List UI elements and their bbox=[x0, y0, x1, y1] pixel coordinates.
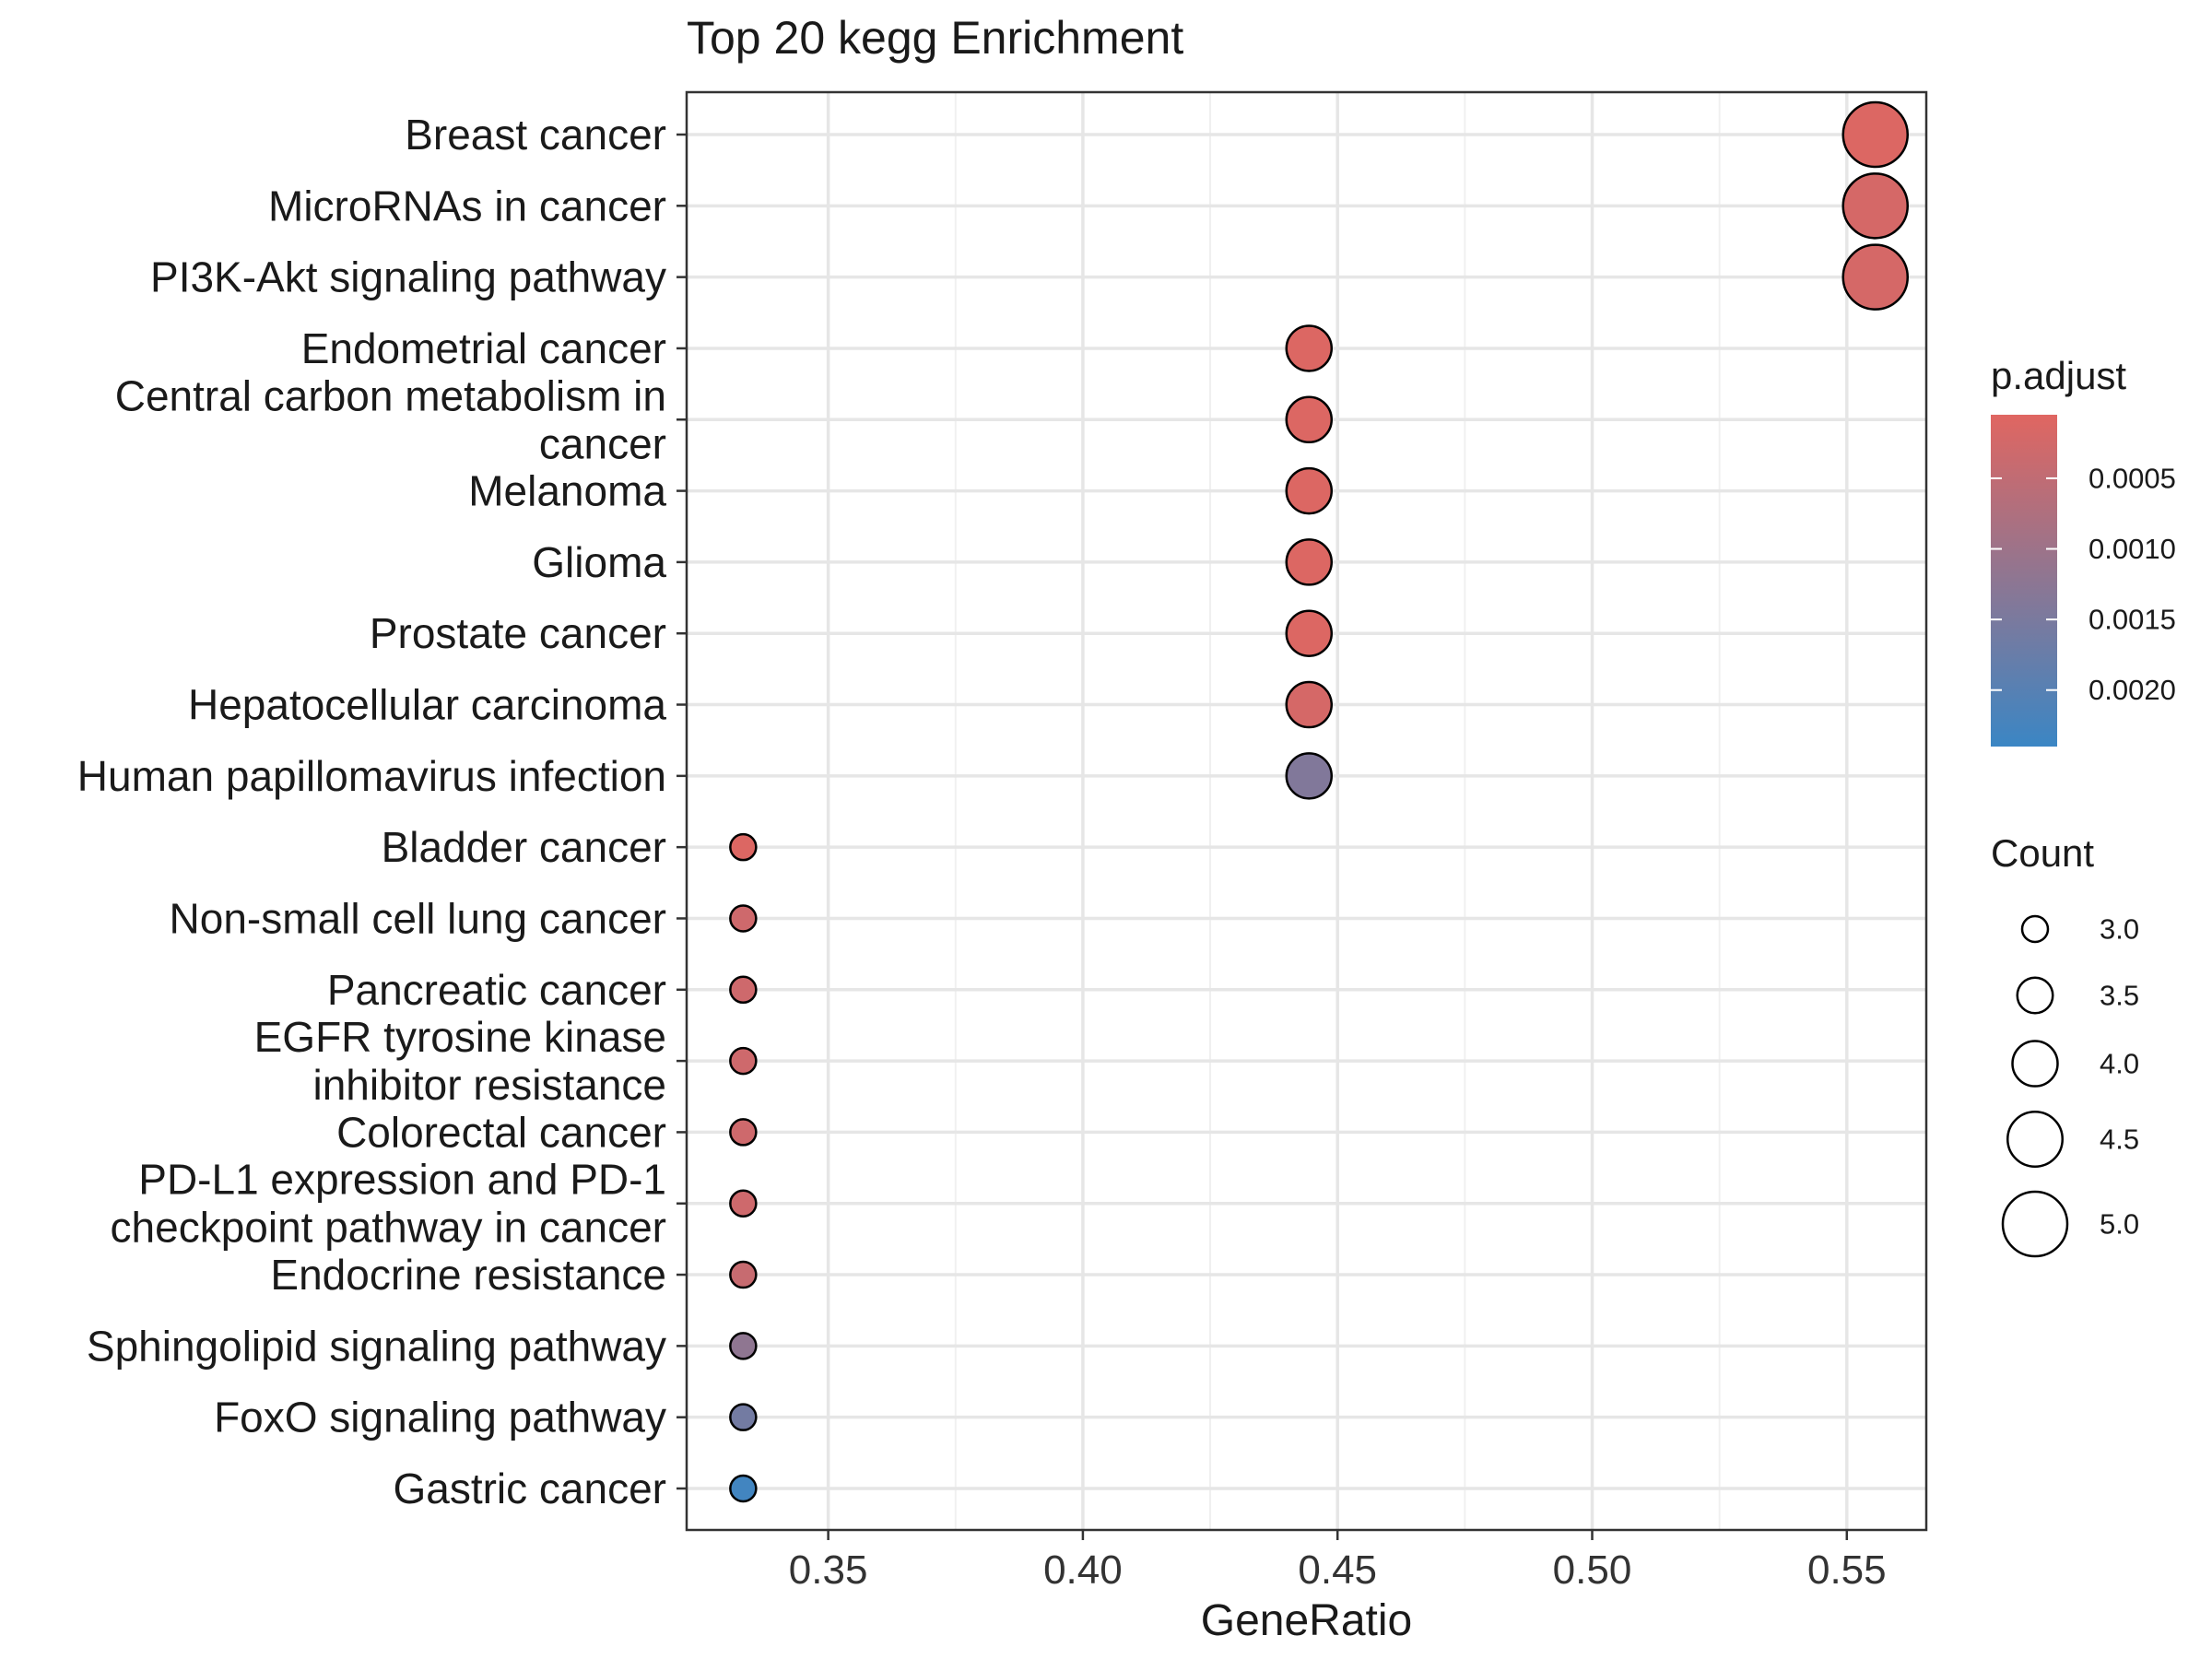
color-legend-label: 0.0010 bbox=[2088, 533, 2176, 565]
y-tick-label: Endocrine resistance bbox=[270, 1251, 666, 1299]
point-glioma bbox=[1285, 538, 1334, 586]
y-tick-label: checkpoint pathway in cancer bbox=[111, 1204, 666, 1252]
color-legend-label: 0.0020 bbox=[2088, 674, 2176, 706]
point-breast-cancer bbox=[1841, 100, 1909, 169]
color-legend-title: p.adjust bbox=[1991, 354, 2126, 397]
y-tick-label: Melanoma bbox=[468, 467, 666, 515]
x-axis-title: GeneRatio bbox=[1201, 1596, 1412, 1645]
point-egfr-tyrosine-kinase-inhibitor-resistance bbox=[729, 1046, 758, 1076]
y-tick-label: Non-small cell lung cancer bbox=[170, 894, 666, 942]
x-tick-label: 0.45 bbox=[1298, 1547, 1377, 1593]
x-tick-label: 0.55 bbox=[1807, 1547, 1887, 1593]
y-tick-label: PD-L1 expression and PD-1 bbox=[138, 1156, 666, 1204]
size-legend-label: 3.0 bbox=[2100, 913, 2139, 946]
y-tick-label: Sphingolipid signaling pathway bbox=[87, 1322, 666, 1370]
y-tick-label: MicroRNAs in cancer bbox=[268, 182, 666, 229]
size-legend-label: 4.0 bbox=[2100, 1048, 2139, 1080]
point-non-small-cell-lung-cancer bbox=[729, 904, 758, 933]
color-legend-label: 0.0005 bbox=[2088, 462, 2176, 494]
point-pi3k-akt-signaling-pathway bbox=[1841, 243, 1909, 311]
color-legend-bar bbox=[1991, 415, 2057, 747]
point-pd-l1-expression-and-pd-1-checkpoint-pathway-in-cancer bbox=[729, 1189, 758, 1218]
x-tick-label: 0.50 bbox=[1553, 1547, 1632, 1593]
color-legend-label: 0.0015 bbox=[2088, 604, 2176, 636]
size-legend-label: 5.0 bbox=[2100, 1208, 2139, 1241]
y-tick-label: Endometrial cancer bbox=[301, 324, 666, 372]
point-prostate-cancer bbox=[1285, 609, 1334, 657]
y-tick-label: Central carbon metabolism in bbox=[115, 371, 666, 419]
point-endocrine-resistance bbox=[729, 1260, 758, 1289]
y-tick-label: Gastric cancer bbox=[393, 1465, 666, 1512]
point-human-papillomavirus-infection bbox=[1285, 752, 1334, 800]
y-tick-label: Pancreatic cancer bbox=[327, 966, 666, 1014]
y-tick-label: cancer bbox=[539, 419, 666, 467]
point-foxo-signaling-pathway bbox=[729, 1403, 758, 1431]
point-endometrial-cancer bbox=[1285, 324, 1334, 372]
y-tick-label: Colorectal cancer bbox=[336, 1108, 666, 1156]
size-legend-title: Count bbox=[1991, 831, 2094, 875]
size-legend-circle bbox=[2020, 914, 2050, 944]
y-tick-label: inhibitor resistance bbox=[312, 1061, 666, 1109]
y-tick-label: Prostate cancer bbox=[370, 609, 666, 657]
size-legend-circle bbox=[2011, 1040, 2059, 1088]
point-micrornas-in-cancer bbox=[1841, 172, 1909, 240]
y-tick-label: Human papillomavirus infection bbox=[77, 752, 666, 800]
y-tick-label: Hepatocellular carcinoma bbox=[188, 681, 666, 729]
y-tick-label: EGFR tyrosine kinase bbox=[254, 1013, 666, 1061]
plot-panel bbox=[687, 92, 1926, 1530]
y-tick-label: Breast cancer bbox=[405, 111, 666, 159]
point-pancreatic-cancer bbox=[729, 975, 758, 1005]
point-bladder-cancer bbox=[729, 832, 758, 862]
point-central-carbon-metabolism-in-cancer bbox=[1285, 395, 1334, 444]
point-colorectal-cancer bbox=[729, 1118, 758, 1147]
size-legend-label: 3.5 bbox=[2100, 980, 2139, 1012]
point-sphingolipid-signaling-pathway bbox=[729, 1332, 758, 1360]
chart-title: Top 20 kegg Enrichment bbox=[687, 12, 1183, 64]
size-legend-circle bbox=[2016, 976, 2054, 1015]
size-legend-label: 4.5 bbox=[2100, 1124, 2139, 1156]
size-legend-circle bbox=[2001, 1190, 2069, 1258]
y-tick-label: Bladder cancer bbox=[382, 823, 666, 871]
x-tick-label: 0.35 bbox=[789, 1547, 868, 1593]
y-tick-label: Glioma bbox=[532, 538, 666, 586]
panel-border bbox=[685, 90, 1928, 1532]
y-tick-label: PI3K-Akt signaling pathway bbox=[150, 253, 666, 301]
size-legend-circle bbox=[2006, 1111, 2064, 1168]
point-hepatocellular-carcinoma bbox=[1285, 680, 1334, 729]
y-tick-label: FoxO signaling pathway bbox=[214, 1394, 666, 1441]
point-gastric-cancer bbox=[729, 1474, 758, 1503]
x-tick-label: 0.40 bbox=[1043, 1547, 1123, 1593]
point-melanoma bbox=[1285, 466, 1334, 515]
